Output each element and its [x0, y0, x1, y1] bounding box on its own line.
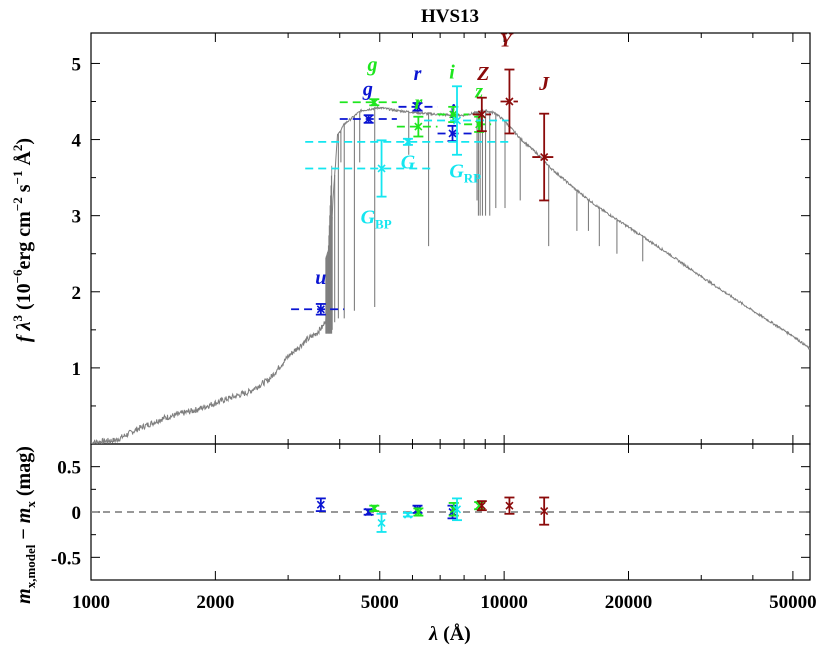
residual-point-u-sdss — [315, 497, 326, 512]
top-panel-frame — [90, 32, 811, 445]
band-label: r — [414, 92, 422, 114]
x-tick-label: 1000 — [72, 592, 110, 613]
photometry-point-r-sdss: r — [398, 63, 438, 112]
photometry-point-i-panstarrs: i — [437, 62, 469, 123]
band-label: Z — [476, 63, 489, 85]
residual-points — [91, 496, 810, 533]
photometry-point-G-rp-gaia: GRP — [424, 85, 513, 186]
residual-marker — [414, 507, 423, 517]
photometry-point-r-panstarrs: r — [396, 92, 438, 138]
residual-point-g-gaia — [402, 510, 413, 519]
y-tick-label: 1 — [72, 359, 82, 380]
data-marker — [449, 110, 458, 119]
residual-point-j-ukidss — [539, 496, 550, 526]
residual-marker — [377, 518, 386, 527]
model-spectrum — [91, 105, 810, 444]
x-axis-label: λ (Å) — [428, 622, 471, 645]
residual-point-y-ukidss — [504, 496, 515, 515]
residual-point-g-panstarrs — [369, 504, 380, 513]
residual-point-g_bp-gaia — [376, 512, 387, 533]
data-marker — [414, 122, 423, 131]
top-y-axis-label: f λ3 (10−6erg cm−2 s−1 Å2) — [10, 138, 35, 342]
x-tick-label: 10000 — [480, 592, 528, 613]
y-tick-label: 4 — [72, 131, 82, 152]
residual-point-z-ukidss — [476, 500, 487, 512]
band-label: g — [362, 78, 373, 100]
bottom-axis-ticks: 1000 2000 5000 10000 20000 50000 0.5 0 -0.5 — [51, 443, 817, 613]
photometry-point-g-sdss: g — [339, 78, 397, 124]
y-tick-label: 5 — [72, 54, 82, 75]
band-label: u — [315, 267, 326, 289]
band-label: z — [474, 81, 483, 103]
data-marker — [370, 98, 379, 107]
data-marker — [316, 305, 325, 314]
photometry-point-J-ukidss: J — [532, 73, 557, 202]
residual-point-r-panstarrs — [413, 507, 424, 517]
residual-point-g_rp-gaia — [452, 497, 463, 522]
residual-point-g-sdss — [363, 507, 374, 517]
data-marker — [364, 114, 373, 124]
x-tick-label: 50000 — [769, 592, 817, 613]
photometry-point-Z-ukidss: Z — [472, 63, 492, 133]
residual-marker — [449, 505, 458, 514]
band-label: g — [366, 54, 377, 76]
top-axis-ticks: 1 2 3 4 5 — [72, 33, 810, 444]
residual-marker — [477, 501, 486, 510]
residual-marker — [540, 507, 549, 516]
photometry-point-u-sdss: u — [291, 267, 345, 316]
residual-marker — [505, 501, 514, 510]
band-label: GBP — [361, 206, 392, 231]
band-label: r — [414, 63, 422, 85]
photometry-point-g-panstarrs: g — [339, 54, 397, 107]
band-label: Y — [500, 30, 514, 52]
photometry-points: ugrigrizGGBPGRPZYJ — [291, 30, 557, 316]
data-marker — [403, 137, 413, 146]
residual-marker — [403, 510, 413, 519]
residual-marker — [364, 507, 373, 517]
model-spectrum-line — [91, 105, 810, 444]
y-tick-label: 0.5 — [57, 458, 81, 479]
photometry-point-Y-ukidss: Y — [500, 30, 518, 135]
x-tick-label: 5000 — [361, 592, 399, 613]
y-tick-label: 0 — [72, 503, 82, 524]
residual-marker — [452, 505, 462, 514]
y-tick-label: 3 — [72, 207, 82, 228]
data-marker — [448, 129, 457, 138]
band-label: G — [401, 151, 416, 173]
photometry-point-z-panstarrs: z — [464, 81, 492, 133]
data-marker — [505, 97, 514, 106]
residual-marker — [316, 500, 325, 509]
data-marker — [540, 152, 549, 162]
bottom-y-axis-label: mx,model − mx (mag) — [13, 446, 38, 604]
x-tick-label: 20000 — [605, 592, 653, 613]
y-tick-label: 2 — [72, 283, 82, 304]
photometry-point-G-bp-gaia: GBP — [305, 139, 435, 231]
y-tick-label: -0.5 — [51, 548, 81, 569]
data-marker — [377, 164, 386, 173]
band-label: i — [449, 62, 455, 84]
band-label: J — [538, 73, 550, 95]
band-label: GRP — [449, 161, 481, 186]
data-marker — [477, 110, 486, 119]
x-tick-label: 2000 — [196, 592, 234, 613]
data-marker — [413, 102, 422, 111]
residual-marker — [370, 504, 379, 513]
chart-title: HVS13 — [421, 6, 479, 27]
data-marker — [452, 116, 462, 125]
